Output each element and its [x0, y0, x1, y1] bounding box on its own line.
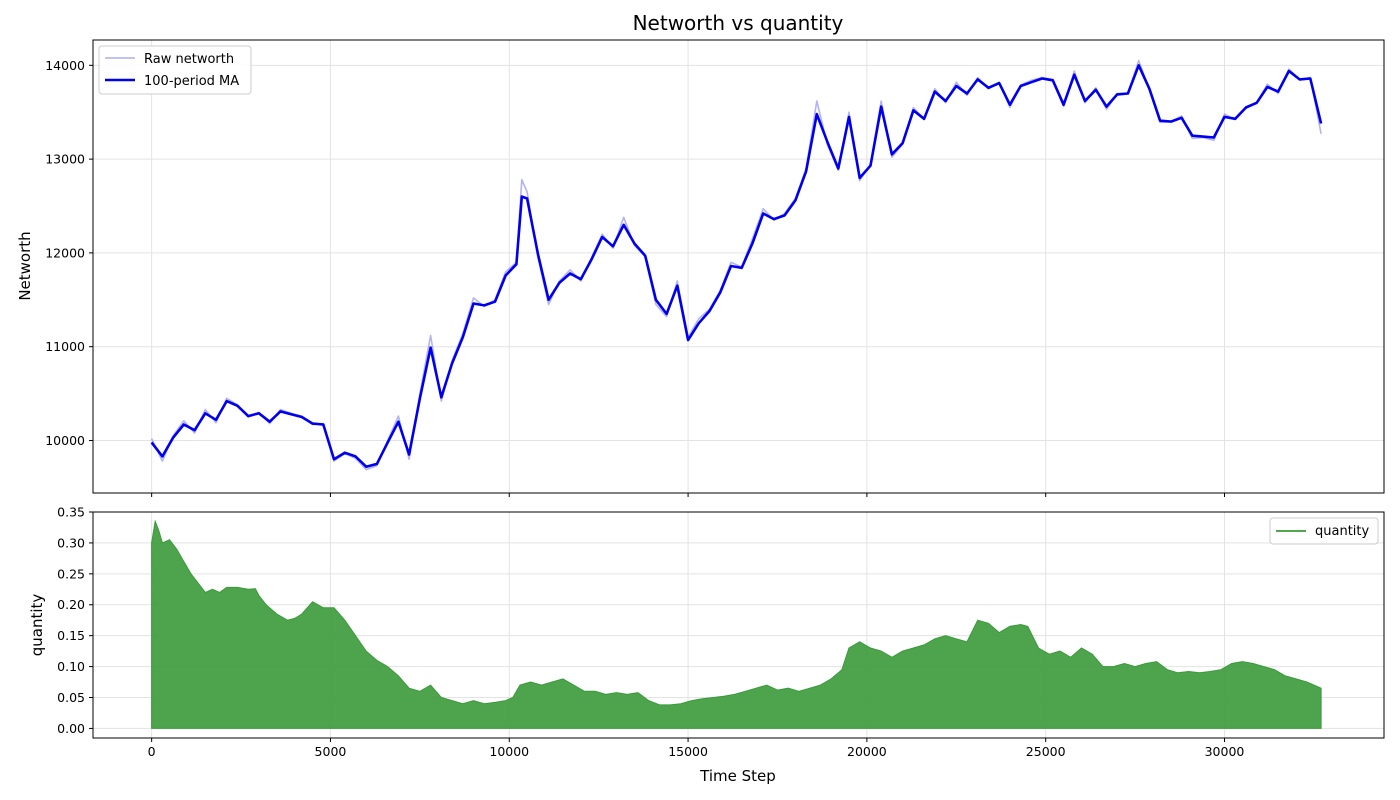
legend-label-raw-networth: Raw networth: [144, 52, 234, 67]
quantity-ylabel: quantity: [28, 594, 46, 657]
networth-legend: Raw networth 100-period MA: [98, 45, 252, 95]
networth-grid: [93, 40, 1384, 493]
quantity-ytick-label: 0.20: [57, 597, 85, 612]
quantity-xtick-label: 30000: [1205, 744, 1245, 759]
ma-line: [150, 64, 1323, 469]
legend-label-ma: 100-period MA: [144, 74, 239, 89]
networth-legend-box: [98, 45, 252, 95]
networth-ytick-label: 10000: [45, 433, 85, 448]
quantity-ytick-label: 0.05: [57, 690, 85, 705]
networth-ytick-label: 11000: [45, 339, 85, 354]
networth-ylabel: Networth: [16, 231, 34, 300]
quantity-legend-box: [1269, 517, 1379, 545]
quantity-xtick-label: 5000: [315, 744, 347, 759]
quantity-ticks: 0 5000 10000 15000 20000 25000 30000 0.00 0.05 0.…: [57, 505, 1244, 760]
quantity-series: [151, 519, 1322, 729]
quantity-legend: quantity: [1269, 517, 1379, 545]
quantity-panel: 0 5000 10000 15000 20000 25000 30000 0.00 0.05 0.…: [28, 505, 1385, 785]
quantity-axes-frame: [92, 511, 1385, 739]
quantity-area: [151, 519, 1322, 729]
quantity-xtick-label: 10000: [489, 744, 529, 759]
legend-label-quantity: quantity: [1315, 524, 1370, 539]
networth-ytick-label: 14000: [45, 58, 85, 73]
quantity-xtick-label: 15000: [668, 744, 708, 759]
quantity-xtick-label: 0: [148, 744, 156, 759]
networth-series: [150, 59, 1323, 471]
quantity-ytick-label: 0.10: [57, 659, 85, 674]
networth-ytick-label: 12000: [45, 245, 85, 260]
quantity-ytick-label: 0.35: [57, 505, 85, 520]
networth-panel: 10000 11000 12000 13000 14000 Networth Raw n…: [16, 39, 1385, 497]
quantity-xlabel: Time Step: [699, 767, 776, 785]
chart-title: Networth vs quantity: [633, 11, 844, 35]
networth-ytick-label: 13000: [45, 152, 85, 167]
quantity-ytick-label: 0.15: [57, 628, 85, 643]
quantity-ytick-label: 0.00: [57, 721, 85, 736]
quantity-xtick-label: 20000: [847, 744, 887, 759]
quantity-xtick-label: 25000: [1026, 744, 1066, 759]
networth-axes-frame: [92, 39, 1385, 494]
networth-ticks: 10000 11000 12000 13000 14000: [45, 58, 1226, 497]
quantity-ytick-label: 0.25: [57, 566, 85, 581]
quantity-ytick-label: 0.30: [57, 535, 85, 550]
